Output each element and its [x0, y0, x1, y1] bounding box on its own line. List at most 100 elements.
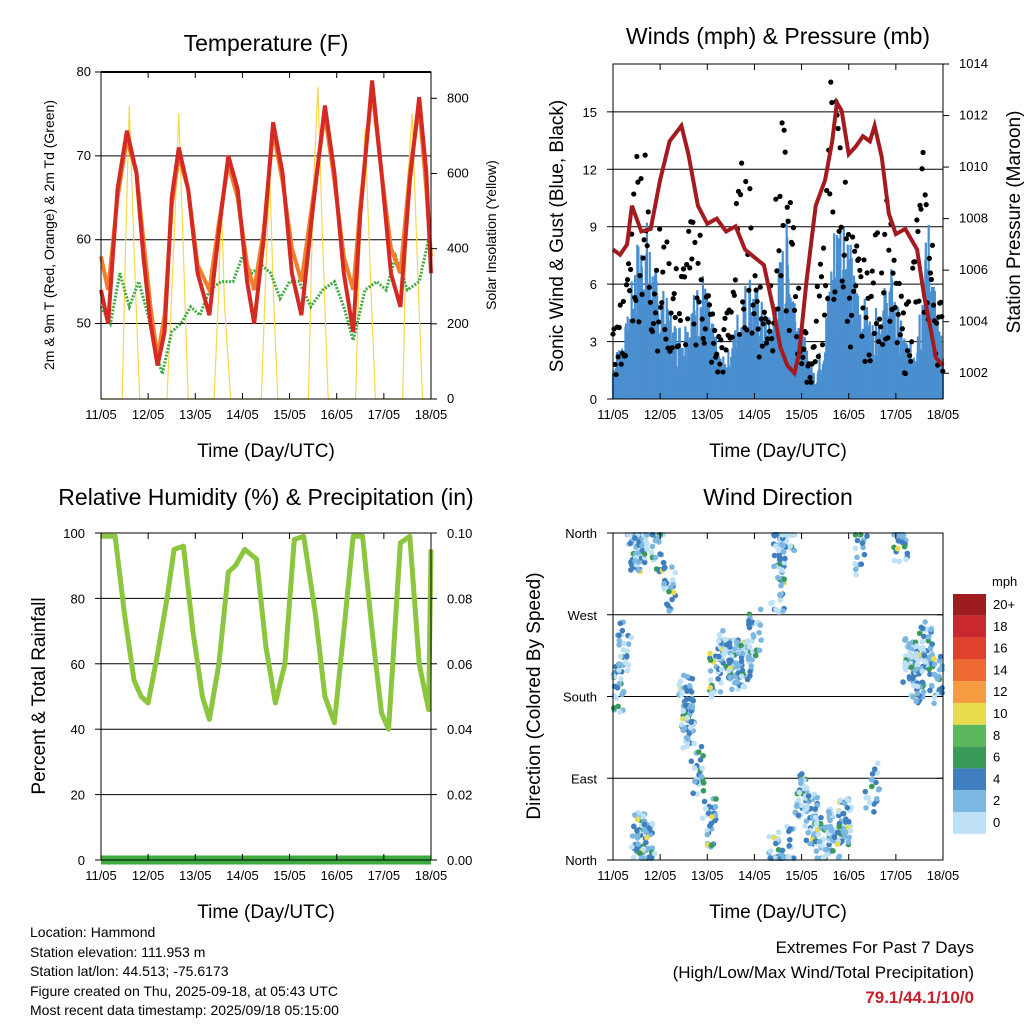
- humidity-series: [101, 533, 434, 865]
- wind-direction-point: [756, 629, 762, 636]
- gust-point: [675, 343, 681, 349]
- temperature-ytick-label: 60: [77, 232, 91, 247]
- gust-point: [638, 175, 644, 182]
- wind-direction-point: [680, 672, 687, 679]
- wind-direction-point: [632, 812, 638, 818]
- temperature-ytick-right-label: 800: [447, 90, 469, 105]
- gust-point: [683, 342, 689, 348]
- gust-point: [711, 340, 717, 346]
- gust-point: [857, 267, 863, 273]
- gust-point: [808, 379, 814, 385]
- speed-legend-swatch: [953, 768, 986, 791]
- humidity-ytick-right-label: 0.00: [447, 853, 472, 868]
- wind-direction-point: [680, 708, 687, 714]
- panel-temperature: Temperature (F) 50607080020040060080011/…: [41, 30, 499, 462]
- speed-legend-label: 20+: [993, 597, 1015, 612]
- gust-point: [709, 311, 716, 317]
- gust-point: [663, 336, 669, 342]
- temperature-ylabel: 2m & 9m T (Red, Orange) & 2m Td (Green): [41, 100, 57, 370]
- gust-point: [761, 309, 768, 315]
- speed-legend-label: 10: [993, 706, 1007, 721]
- wind-direction-point: [812, 838, 819, 845]
- temperature-xtick-label: 12/05: [132, 407, 165, 422]
- wind-direction-point: [661, 586, 668, 592]
- gust-point: [718, 337, 724, 343]
- wind-direction-point: [698, 773, 705, 780]
- wind-direction-point: [846, 797, 852, 804]
- wind-direction-point: [922, 619, 928, 625]
- gust-point: [920, 149, 926, 156]
- wind-direction-point: [826, 841, 832, 848]
- wind-direction-point: [677, 678, 684, 685]
- wind-direction-point: [934, 675, 941, 682]
- wind-direction-point: [781, 559, 788, 566]
- temperature-ytick-right-label: 600: [447, 165, 469, 180]
- gust-point: [751, 311, 757, 317]
- gust-point: [670, 296, 676, 302]
- wind-direction-point: [927, 671, 933, 678]
- wind-direction-point: [929, 683, 935, 690]
- wind-direction-point: [669, 596, 675, 603]
- wind-direction-point: [873, 795, 880, 802]
- gust-point: [752, 273, 758, 279]
- wind-direction-point: [629, 833, 636, 839]
- wind-direction-point: [698, 743, 705, 750]
- wind-direction-point: [692, 778, 698, 785]
- gust-point: [796, 285, 802, 291]
- wind-direction-point: [614, 684, 621, 691]
- wind-direction-point: [750, 634, 757, 640]
- wind-direction-point: [630, 854, 637, 861]
- gust-point: [919, 166, 925, 172]
- wind-direction-point: [632, 535, 638, 541]
- gust-point: [876, 316, 883, 322]
- wind-direction-point: [669, 564, 675, 570]
- wind-direction-xtick-label: 11/05: [597, 868, 629, 883]
- wind-direction-point: [641, 821, 648, 828]
- gust-point: [708, 359, 715, 365]
- gust-point: [775, 306, 781, 312]
- wind-direction-point: [707, 657, 714, 663]
- wind-direction-point: [618, 676, 624, 682]
- gust-point: [914, 217, 920, 223]
- wind-direction-point: [767, 848, 774, 854]
- gust-point: [645, 209, 651, 215]
- humidity-xtick-label: 17/05: [368, 868, 401, 883]
- wind-direction-point: [773, 606, 779, 613]
- temperature-ytick-label: 80: [77, 64, 91, 79]
- winds-ytick-label: 9: [590, 220, 597, 235]
- wind-direction-point: [844, 805, 851, 811]
- gust-point: [680, 266, 687, 272]
- wind-direction-point: [915, 657, 921, 663]
- gust-point: [897, 332, 903, 338]
- wind-direction-point: [827, 817, 833, 824]
- wind-direction-point: [744, 639, 750, 645]
- wind-direction-point: [776, 556, 783, 563]
- winds-ytick-right-label: 1012: [959, 108, 988, 123]
- wind-direction-point: [700, 787, 707, 794]
- gust-point: [781, 127, 787, 133]
- wind-direction-point: [802, 823, 808, 829]
- winds-frame: [612, 63, 944, 400]
- speed-legend-swatch: [953, 724, 986, 747]
- wind-direction-point: [657, 551, 663, 557]
- panel-wind-direction: Wind Direction NorthEastSouthWestNorth11…: [524, 484, 1017, 923]
- gust-point: [918, 206, 924, 212]
- gust-point: [698, 277, 704, 283]
- humidity-xlabel: Time (Day/UTC): [197, 902, 335, 923]
- wind-direction-point: [727, 644, 733, 650]
- wind-direction-point: [936, 667, 943, 673]
- gust-point: [642, 152, 648, 158]
- gust-point: [732, 277, 738, 283]
- gust-point: [821, 312, 828, 318]
- wind-direction-point: [707, 650, 713, 657]
- gust-point: [785, 218, 791, 224]
- wind-direction-point: [805, 829, 811, 836]
- wind-direction-point: [805, 793, 812, 799]
- gust-point: [749, 330, 755, 336]
- humidity-ylabel: Percent & Total Rainfall: [29, 597, 50, 794]
- humidity-ytick-right-label: 0.04: [447, 722, 472, 737]
- gust-point: [791, 307, 798, 313]
- wind-direction-point: [914, 690, 921, 697]
- gust-point: [843, 236, 849, 242]
